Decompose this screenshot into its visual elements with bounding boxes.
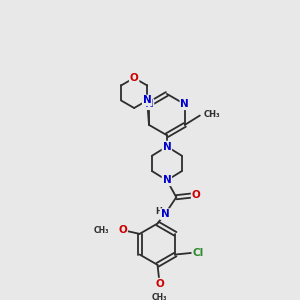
Text: N: N	[163, 175, 171, 185]
Text: N: N	[145, 99, 153, 109]
Text: N: N	[143, 95, 152, 106]
Text: CH₃: CH₃	[204, 110, 220, 119]
Text: O: O	[155, 279, 164, 289]
Text: Cl: Cl	[192, 248, 204, 258]
Text: N: N	[180, 99, 189, 109]
Text: N: N	[161, 209, 170, 219]
Text: H: H	[155, 207, 162, 216]
Text: CH₃: CH₃	[152, 293, 167, 300]
Text: CH₃: CH₃	[94, 226, 110, 235]
Text: N: N	[163, 142, 171, 152]
Text: O: O	[192, 190, 200, 200]
Text: O: O	[130, 73, 139, 83]
Text: O: O	[118, 225, 127, 235]
